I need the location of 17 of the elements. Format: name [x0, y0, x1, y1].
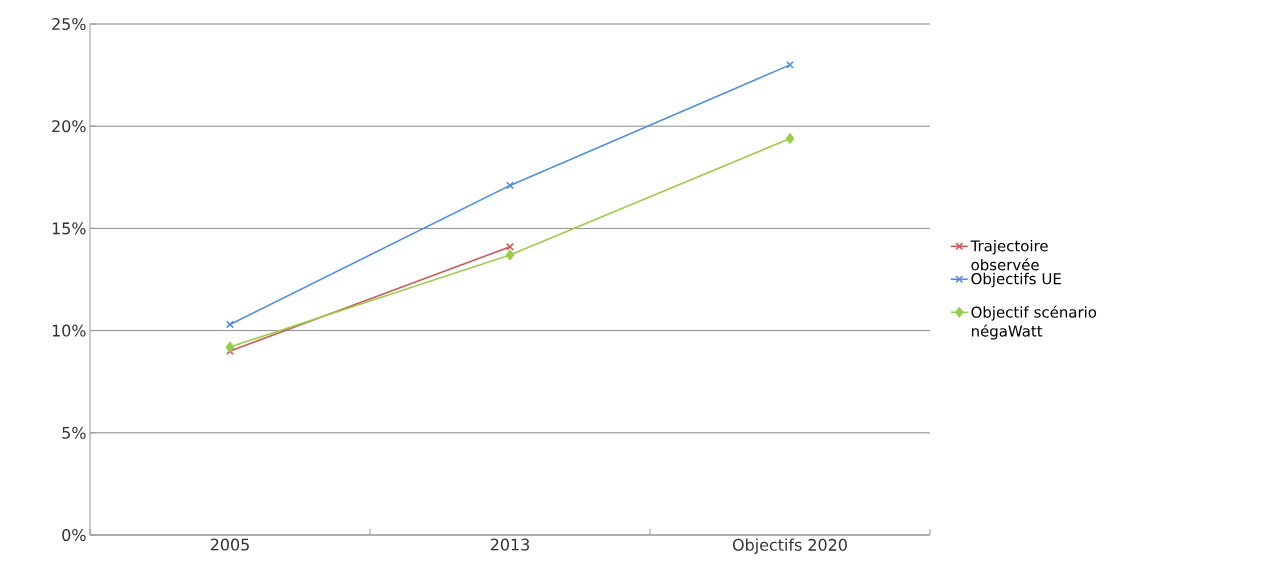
- point: [505, 249, 515, 261]
- point: [225, 341, 235, 353]
- legend-label: Objectif scénario négaWatt: [971, 305, 1097, 340]
- legend-label: Trajectoire observée: [970, 239, 1048, 271]
- y-tick-label: 10%: [52, 324, 86, 337]
- point: [785, 133, 795, 144]
- y-tick-label: 0%: [62, 528, 86, 542]
- point: [506, 242, 514, 251]
- x-tick-label: 2013: [490, 538, 529, 551]
- y-tick-label: 20%: [52, 120, 86, 133]
- x-tick-label: Objectifs 2020: [732, 538, 847, 554]
- y-tick-label: 15%: [52, 222, 86, 235]
- legend-label: Objectifs UE: [971, 272, 1061, 288]
- point: [506, 181, 514, 190]
- x-tick-label: 2005: [210, 538, 249, 551]
- y-tick-label: 25%: [52, 17, 86, 31]
- y-tick-label: 5%: [62, 426, 86, 439]
